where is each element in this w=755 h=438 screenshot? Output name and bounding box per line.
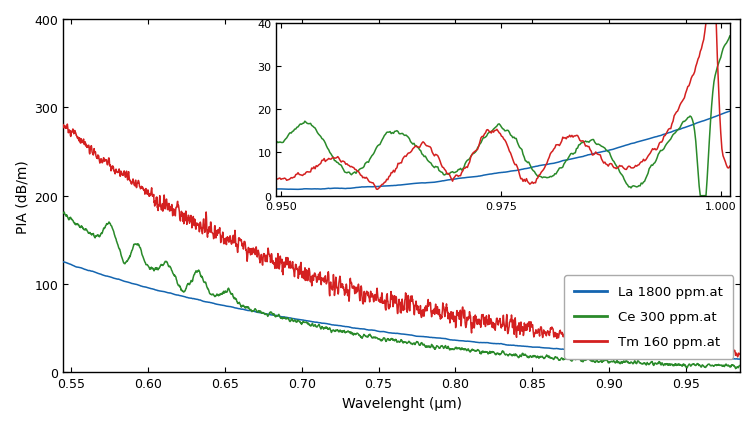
X-axis label: Wavelenght (μm): Wavelenght (μm) [342, 396, 461, 410]
Y-axis label: PIA (dB/m): PIA (dB/m) [15, 159, 29, 233]
Legend: La 1800 ppm.at, Ce 300 ppm.at, Tm 160 ppm.at: La 1800 ppm.at, Ce 300 ppm.at, Tm 160 pp… [564, 275, 733, 359]
